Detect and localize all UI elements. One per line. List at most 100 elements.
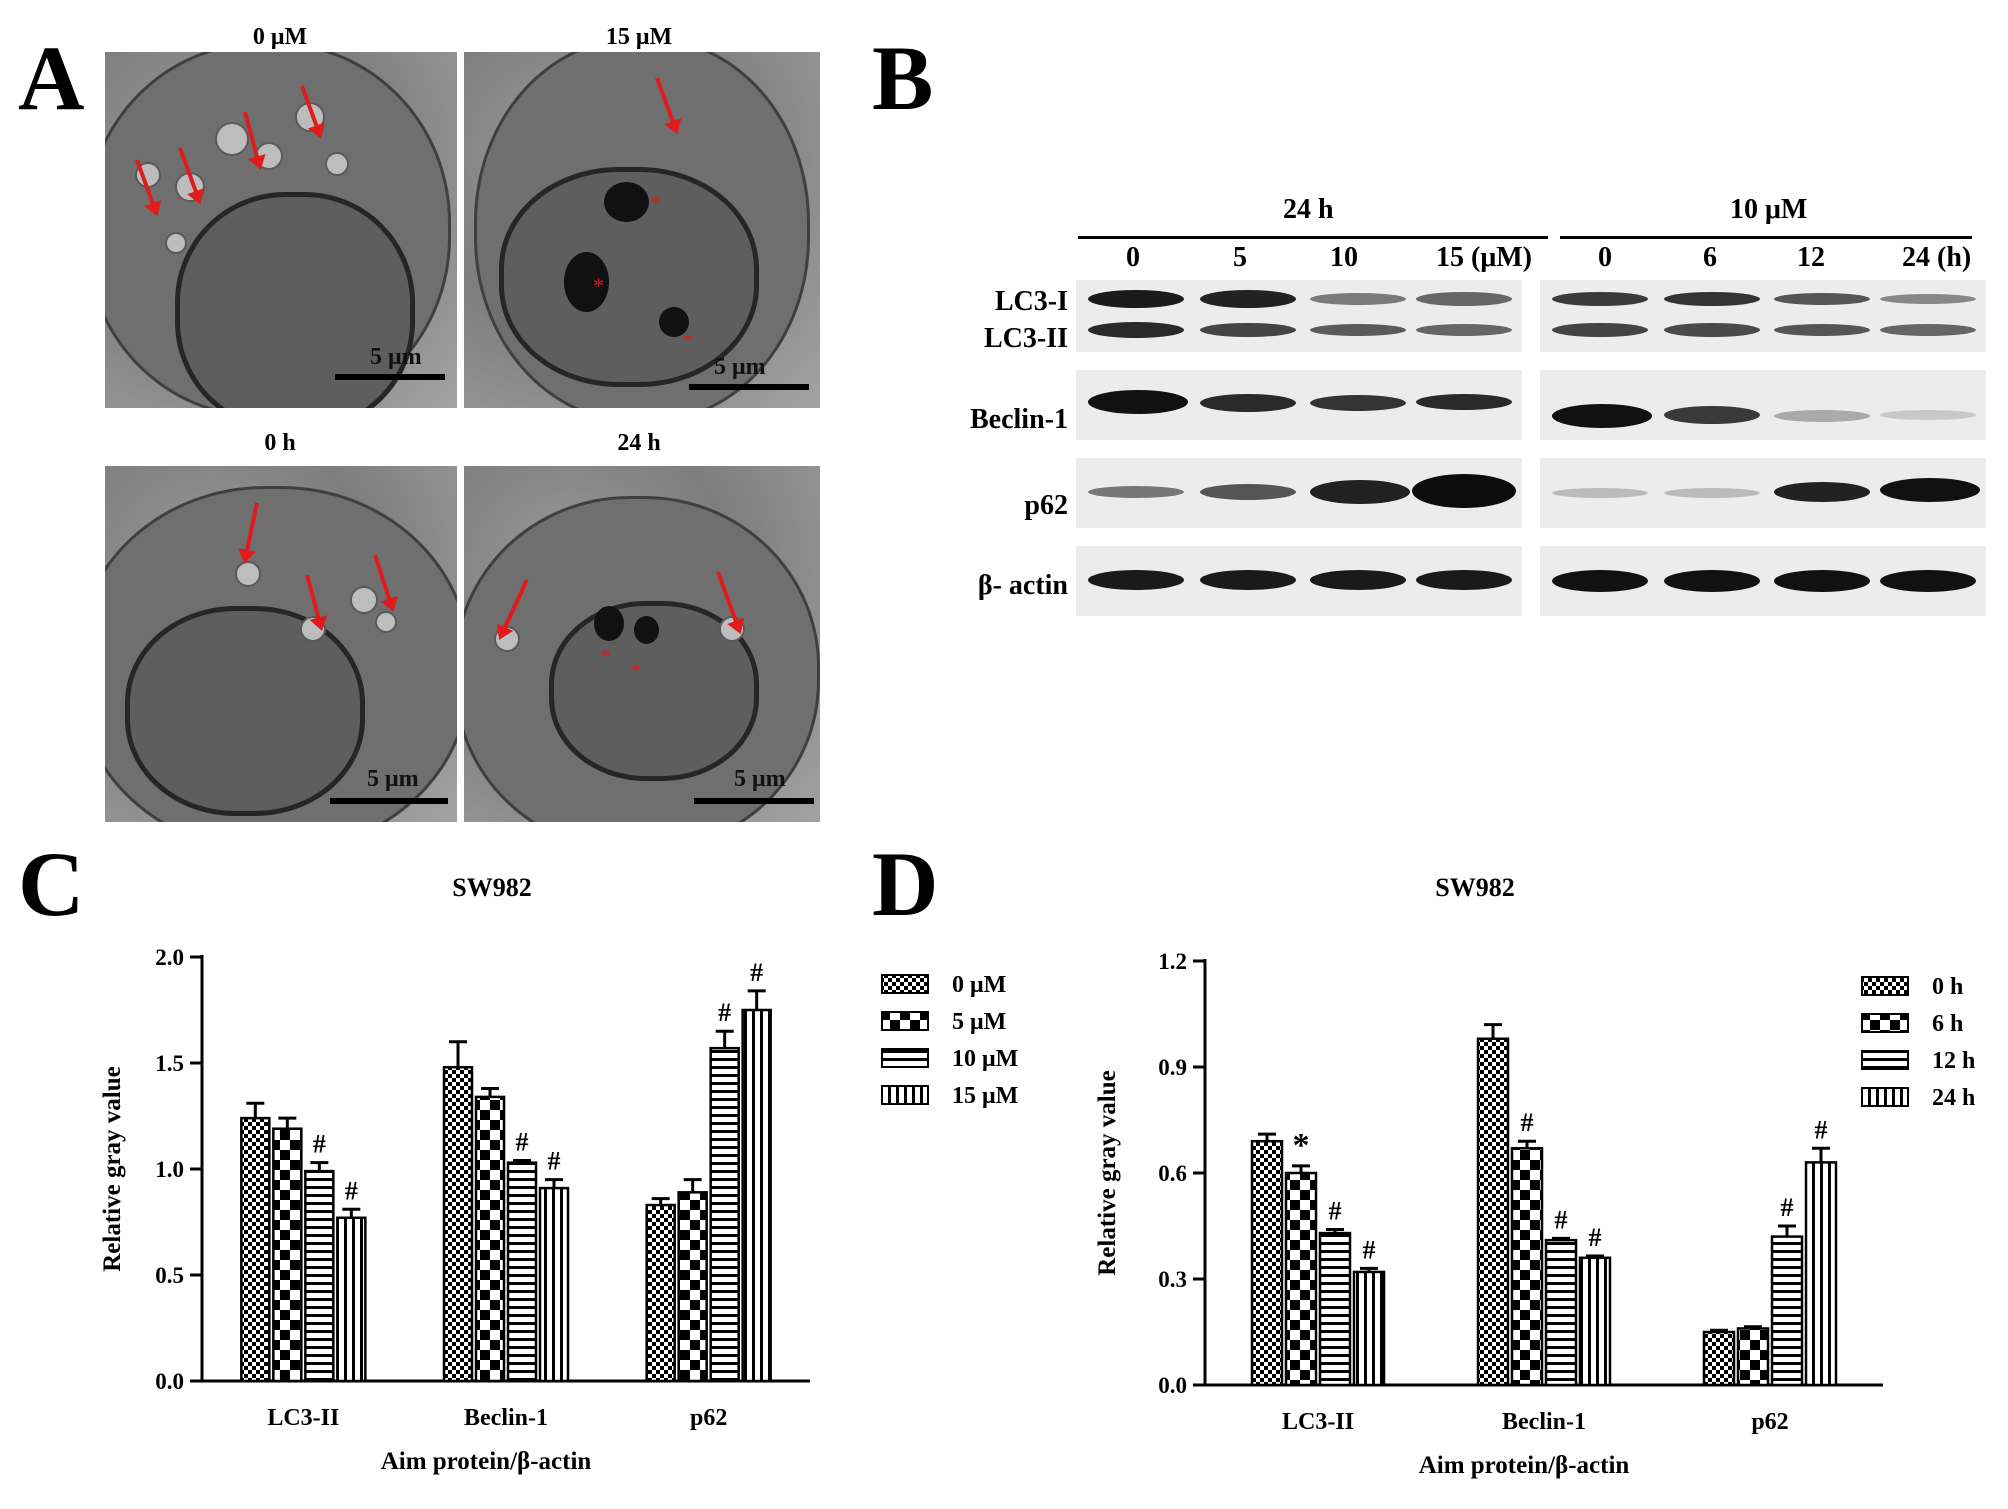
significance-mark: # — [1815, 1115, 1828, 1144]
panel-letter-d: D — [872, 833, 939, 935]
bar — [1476, 1037, 1510, 1387]
x-tick-label: p62 — [690, 1405, 727, 1431]
micrograph-label: 24 h — [617, 430, 661, 456]
significance-mark: # — [1363, 1235, 1376, 1264]
y-tick-label: 0.0 — [1158, 1373, 1187, 1398]
bar-chart-concentration: SW982 0.0 0.5 1.0 1.5 2.0 Relative gray value A… — [99, 873, 1018, 1475]
x-tick-label: LC3-II — [1282, 1409, 1354, 1435]
x-axis-label: Aim protein/β-actin — [381, 1448, 592, 1475]
group-divider-line — [1078, 236, 1548, 239]
bar — [304, 1169, 335, 1383]
significance-mark: # — [345, 1176, 358, 1205]
micrograph-15uM: 5 μm — [464, 52, 820, 408]
red-star-mark: * — [600, 644, 611, 669]
micrograph-label: 0 h — [264, 430, 296, 456]
bar — [1352, 1270, 1386, 1387]
red-star-mark: * — [630, 658, 641, 683]
bar — [1510, 1147, 1544, 1387]
significance-mark: # — [516, 1128, 529, 1157]
bar — [1702, 1330, 1736, 1387]
legend-swatch — [881, 1011, 929, 1031]
blot-row-label: LC3-II — [983, 323, 1068, 354]
group-label-24h: 24 h — [1283, 194, 1334, 225]
legend-label: 6 h — [1932, 1011, 1963, 1037]
micrograph-0h: 5 μm — [105, 466, 457, 822]
x-tick-label: LC3-II — [267, 1405, 339, 1431]
y-tick-label: 1.0 — [155, 1157, 184, 1182]
legend-label: 0 μM — [952, 972, 1006, 998]
blot-row-label: Beclin-1 — [970, 404, 1068, 435]
bar — [336, 1216, 367, 1383]
lane-label: 24 (h) — [1902, 242, 1972, 273]
legend-swatch — [881, 1085, 929, 1105]
significance-mark: # — [313, 1130, 326, 1159]
scalebar-label: 5 μm — [714, 354, 766, 380]
x-axis-label: Aim protein/β-actin — [1419, 1452, 1630, 1479]
blot-lc3-time — [1540, 280, 1986, 352]
scalebar-label: 5 μm — [367, 766, 419, 792]
bar — [1544, 1238, 1578, 1387]
y-tick-label: 1.2 — [1158, 949, 1187, 974]
bar — [741, 1008, 772, 1383]
legend-swatch — [1861, 976, 1909, 996]
legend-label: 24 h — [1932, 1085, 1975, 1111]
panel-letter-b: B — [872, 27, 934, 129]
micrograph-24h: 5 μm — [464, 466, 820, 822]
legend-label: 10 μM — [952, 1046, 1018, 1072]
bar — [645, 1203, 676, 1383]
bar-chart-time: SW982 0.0 0.3 0.6 0.9 1.2 Relative gray value A… — [1094, 873, 1975, 1479]
bar — [1770, 1235, 1804, 1387]
bar — [677, 1191, 708, 1383]
red-star-mark: * — [650, 190, 661, 215]
y-tick-label: 0.0 — [155, 1369, 184, 1394]
blot-row-label: β- actin — [977, 570, 1068, 601]
bar — [1284, 1171, 1318, 1387]
y-tick-label: 0.3 — [1158, 1267, 1187, 1292]
y-tick-label: 0.5 — [155, 1263, 184, 1288]
y-tick-label: 1.5 — [155, 1051, 184, 1076]
group-divider-line — [1560, 236, 1972, 239]
panel-letter-a: A — [18, 27, 85, 129]
y-axis-label: Relative gray value — [99, 1066, 126, 1272]
x-tick-label: p62 — [1751, 1409, 1788, 1435]
blot-p62-concentration — [1076, 458, 1522, 528]
bar — [1804, 1161, 1838, 1387]
lane-label: 5 — [1233, 242, 1247, 273]
lane-label: 12 — [1797, 242, 1825, 273]
y-tick-label: 2.0 — [155, 945, 184, 970]
lane-label: 0 — [1126, 242, 1140, 273]
x-tick-label: Beclin-1 — [1502, 1409, 1586, 1435]
legend-swatch — [881, 1048, 929, 1068]
legend-label: 5 μM — [952, 1009, 1006, 1035]
x-tick-label: Beclin-1 — [464, 1405, 548, 1431]
legend-label: 0 h — [1932, 974, 1963, 1000]
micrograph-label: 0 μM — [252, 24, 308, 50]
micrograph-label: 15 μM — [605, 24, 673, 50]
bar — [1736, 1327, 1770, 1387]
red-star-mark: * — [682, 328, 693, 353]
significance-mark: # — [1521, 1108, 1534, 1137]
bar — [474, 1095, 506, 1383]
blot-lc3-concentration — [1076, 280, 1522, 352]
blot-actin-concentration — [1076, 546, 1522, 616]
blot-p62-time — [1540, 458, 1986, 528]
significance-mark: # — [1589, 1223, 1602, 1252]
chart-title: SW982 — [452, 873, 531, 902]
blot-beclin1-concentration — [1076, 370, 1522, 440]
scalebar-label: 5 μm — [370, 344, 422, 370]
bar — [538, 1186, 570, 1383]
micrograph-0uM: 5 μm — [105, 52, 457, 408]
blot-row-label: p62 — [1024, 490, 1068, 521]
panel-letter-c: C — [18, 833, 85, 935]
bar — [1250, 1139, 1284, 1387]
significance-mark: # — [718, 998, 731, 1027]
legend-label: 15 μM — [952, 1083, 1018, 1109]
legend-swatch — [1861, 1050, 1909, 1070]
lane-label: 10 — [1330, 242, 1358, 273]
chart-title: SW982 — [1435, 873, 1514, 902]
lane-label: 6 — [1703, 242, 1717, 273]
bar — [506, 1161, 538, 1383]
bar — [1578, 1256, 1612, 1387]
bar — [442, 1065, 474, 1383]
significance-mark: # — [1555, 1205, 1568, 1234]
